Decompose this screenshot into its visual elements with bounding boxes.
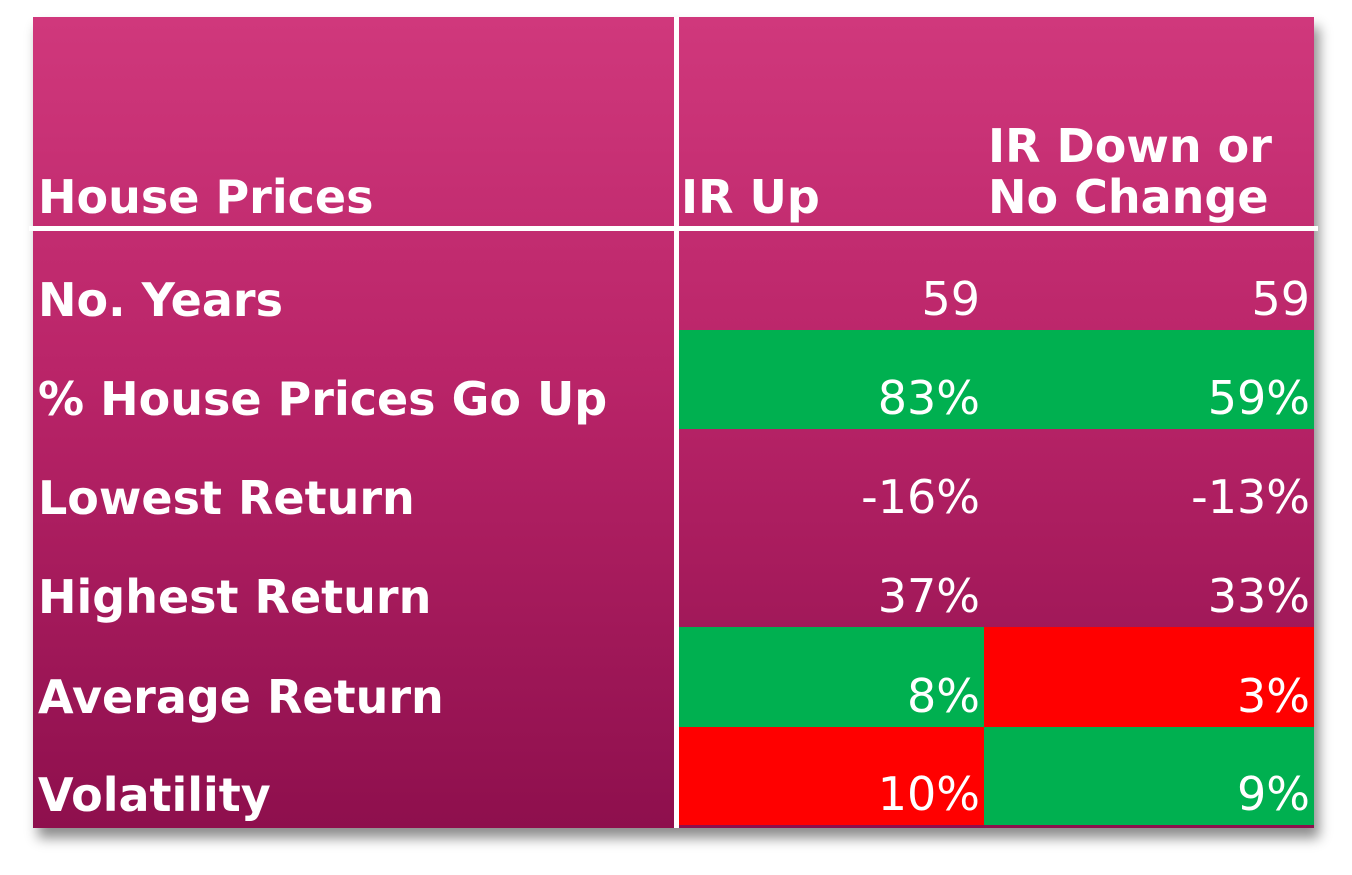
- header-divider: [29, 226, 1318, 231]
- header-ir-down-line1: IR Down or: [988, 118, 1272, 173]
- header-ir-up: IR Up: [681, 170, 820, 225]
- header-house-prices: House Prices: [38, 170, 374, 225]
- row-label-highest-return: Highest Return: [38, 570, 432, 625]
- value-volatility-ir-up: 10%: [679, 727, 984, 825]
- row-label-lowest-return: Lowest Return: [38, 471, 415, 526]
- value-no-years-ir-up: 59: [921, 272, 980, 326]
- header-ir-down-line2: No Change: [988, 170, 1269, 225]
- value-highest-ir-down: 33%: [1207, 569, 1310, 623]
- value-highest-ir-up: 37%: [877, 569, 980, 623]
- column-divider: [674, 17, 679, 828]
- row-label-average-return: Average Return: [38, 670, 444, 725]
- value-average-ir-down: 3%: [984, 627, 1314, 727]
- header-ir-down-or-no-change: IR Down or No Change: [988, 17, 1308, 226]
- row-label-pct-up: % House Prices Go Up: [38, 372, 608, 427]
- row-label-no-years: No. Years: [38, 273, 283, 328]
- value-lowest-ir-down: -13%: [1191, 470, 1310, 524]
- value-volatility-ir-down: 9%: [984, 727, 1314, 825]
- house-prices-table: House Prices IR Up IR Down or No Change …: [29, 17, 1318, 828]
- value-pct-up-ir-up: 83%: [679, 330, 984, 429]
- value-pct-up-ir-down: 59%: [984, 330, 1314, 429]
- row-label-volatility: Volatility: [38, 768, 271, 823]
- value-no-years-ir-down: 59: [1251, 272, 1310, 326]
- value-average-ir-up: 8%: [679, 627, 984, 727]
- value-lowest-ir-up: -16%: [861, 470, 980, 524]
